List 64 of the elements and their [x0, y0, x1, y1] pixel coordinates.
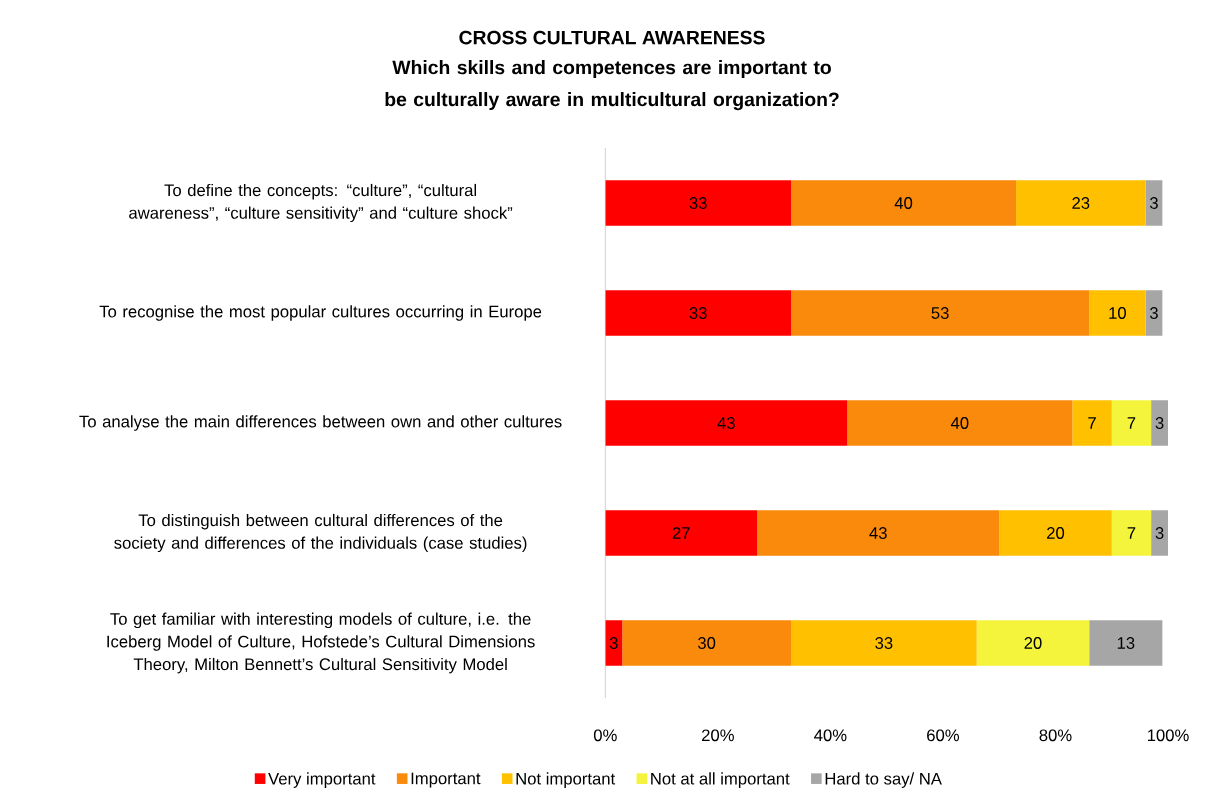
bar [791, 290, 1090, 336]
x-tick-label: 40% [814, 729, 847, 742]
data-label: 43 [717, 417, 735, 429]
data-label: 27 [672, 527, 690, 539]
bar [1089, 290, 1146, 336]
data-label: 7 [1127, 417, 1136, 429]
data-label: 3 [1155, 527, 1164, 539]
data-label: 40 [894, 197, 913, 209]
data-label: 7 [1088, 417, 1096, 429]
x-tick-label: 60% [927, 729, 960, 742]
x-tick-label: 80% [1039, 729, 1072, 742]
bar [791, 620, 977, 666]
bar [622, 620, 792, 666]
y-tick-label: To define the concepts: “culture”, “cultural awareness”, “culture sensitivity” and “culture shock” [129, 183, 513, 223]
data-label: 13 [1117, 637, 1135, 649]
data-label: 3 [609, 637, 618, 649]
bar [605, 290, 792, 336]
bar [999, 510, 1112, 556]
data-label: 33 [875, 637, 893, 649]
y-tick-label: To analyse the main differences between own and other cultures [79, 415, 562, 431]
bar [1151, 400, 1169, 446]
bar [1151, 510, 1169, 556]
data-label: 43 [869, 527, 887, 539]
legend-label: Very important [268, 772, 376, 788]
data-label: 20 [1047, 527, 1065, 539]
data-label: 10 [1109, 307, 1126, 319]
legend-label: Hard to say/ NA [825, 772, 942, 788]
bar [1145, 290, 1163, 336]
chart-title: CROSS CULTURAL AWARENESS [459, 30, 765, 45]
y-tick-label: To get familiar with interesting models of culture, i.e. the Iceberg Model of Culture, Hofstede’s Cultural Dimensions Theory, Milton Bennett’s Cultural Sensitivity Model [107, 612, 535, 674]
data-label: 20 [1024, 637, 1042, 649]
data-label: 33 [689, 307, 707, 319]
y-tick-label: To distinguish between cultural differences of the society and differences of the individuals (case studies) [114, 513, 527, 553]
bar [1089, 620, 1163, 666]
x-tick-label: 0% [593, 729, 617, 742]
bar [1072, 400, 1112, 446]
bar [1016, 180, 1146, 226]
bar [847, 400, 1073, 446]
x-tick-label: 100% [1147, 729, 1189, 742]
bar [791, 180, 1017, 226]
bar [605, 400, 848, 446]
bar [1111, 510, 1152, 556]
bar [1145, 180, 1163, 226]
data-label: 30 [697, 637, 716, 649]
data-label: 40 [950, 417, 969, 429]
bar [605, 180, 792, 226]
bar [976, 620, 1090, 666]
data-label: 33 [689, 197, 707, 209]
data-label: 3 [1149, 307, 1158, 319]
data-label: 7 [1127, 527, 1136, 539]
bar [605, 510, 758, 556]
legend-label: Important [411, 772, 481, 788]
legend-label: Not at all important [651, 772, 790, 788]
legend-label: Not important [516, 772, 616, 788]
data-label: 23 [1072, 197, 1090, 209]
data-label: 3 [1149, 197, 1158, 209]
y-tick-label: To recognise the most popular cultures occurring in Europe [99, 305, 542, 321]
x-tick-label: 20% [702, 729, 734, 742]
data-label: 53 [931, 307, 949, 319]
bar [605, 620, 623, 666]
data-label: 3 [1155, 417, 1164, 429]
bar [1111, 400, 1152, 446]
bar [757, 510, 1000, 556]
chart-subtitle: Which skills and competences are important to be culturally aware in multicultural organization? [385, 60, 839, 111]
